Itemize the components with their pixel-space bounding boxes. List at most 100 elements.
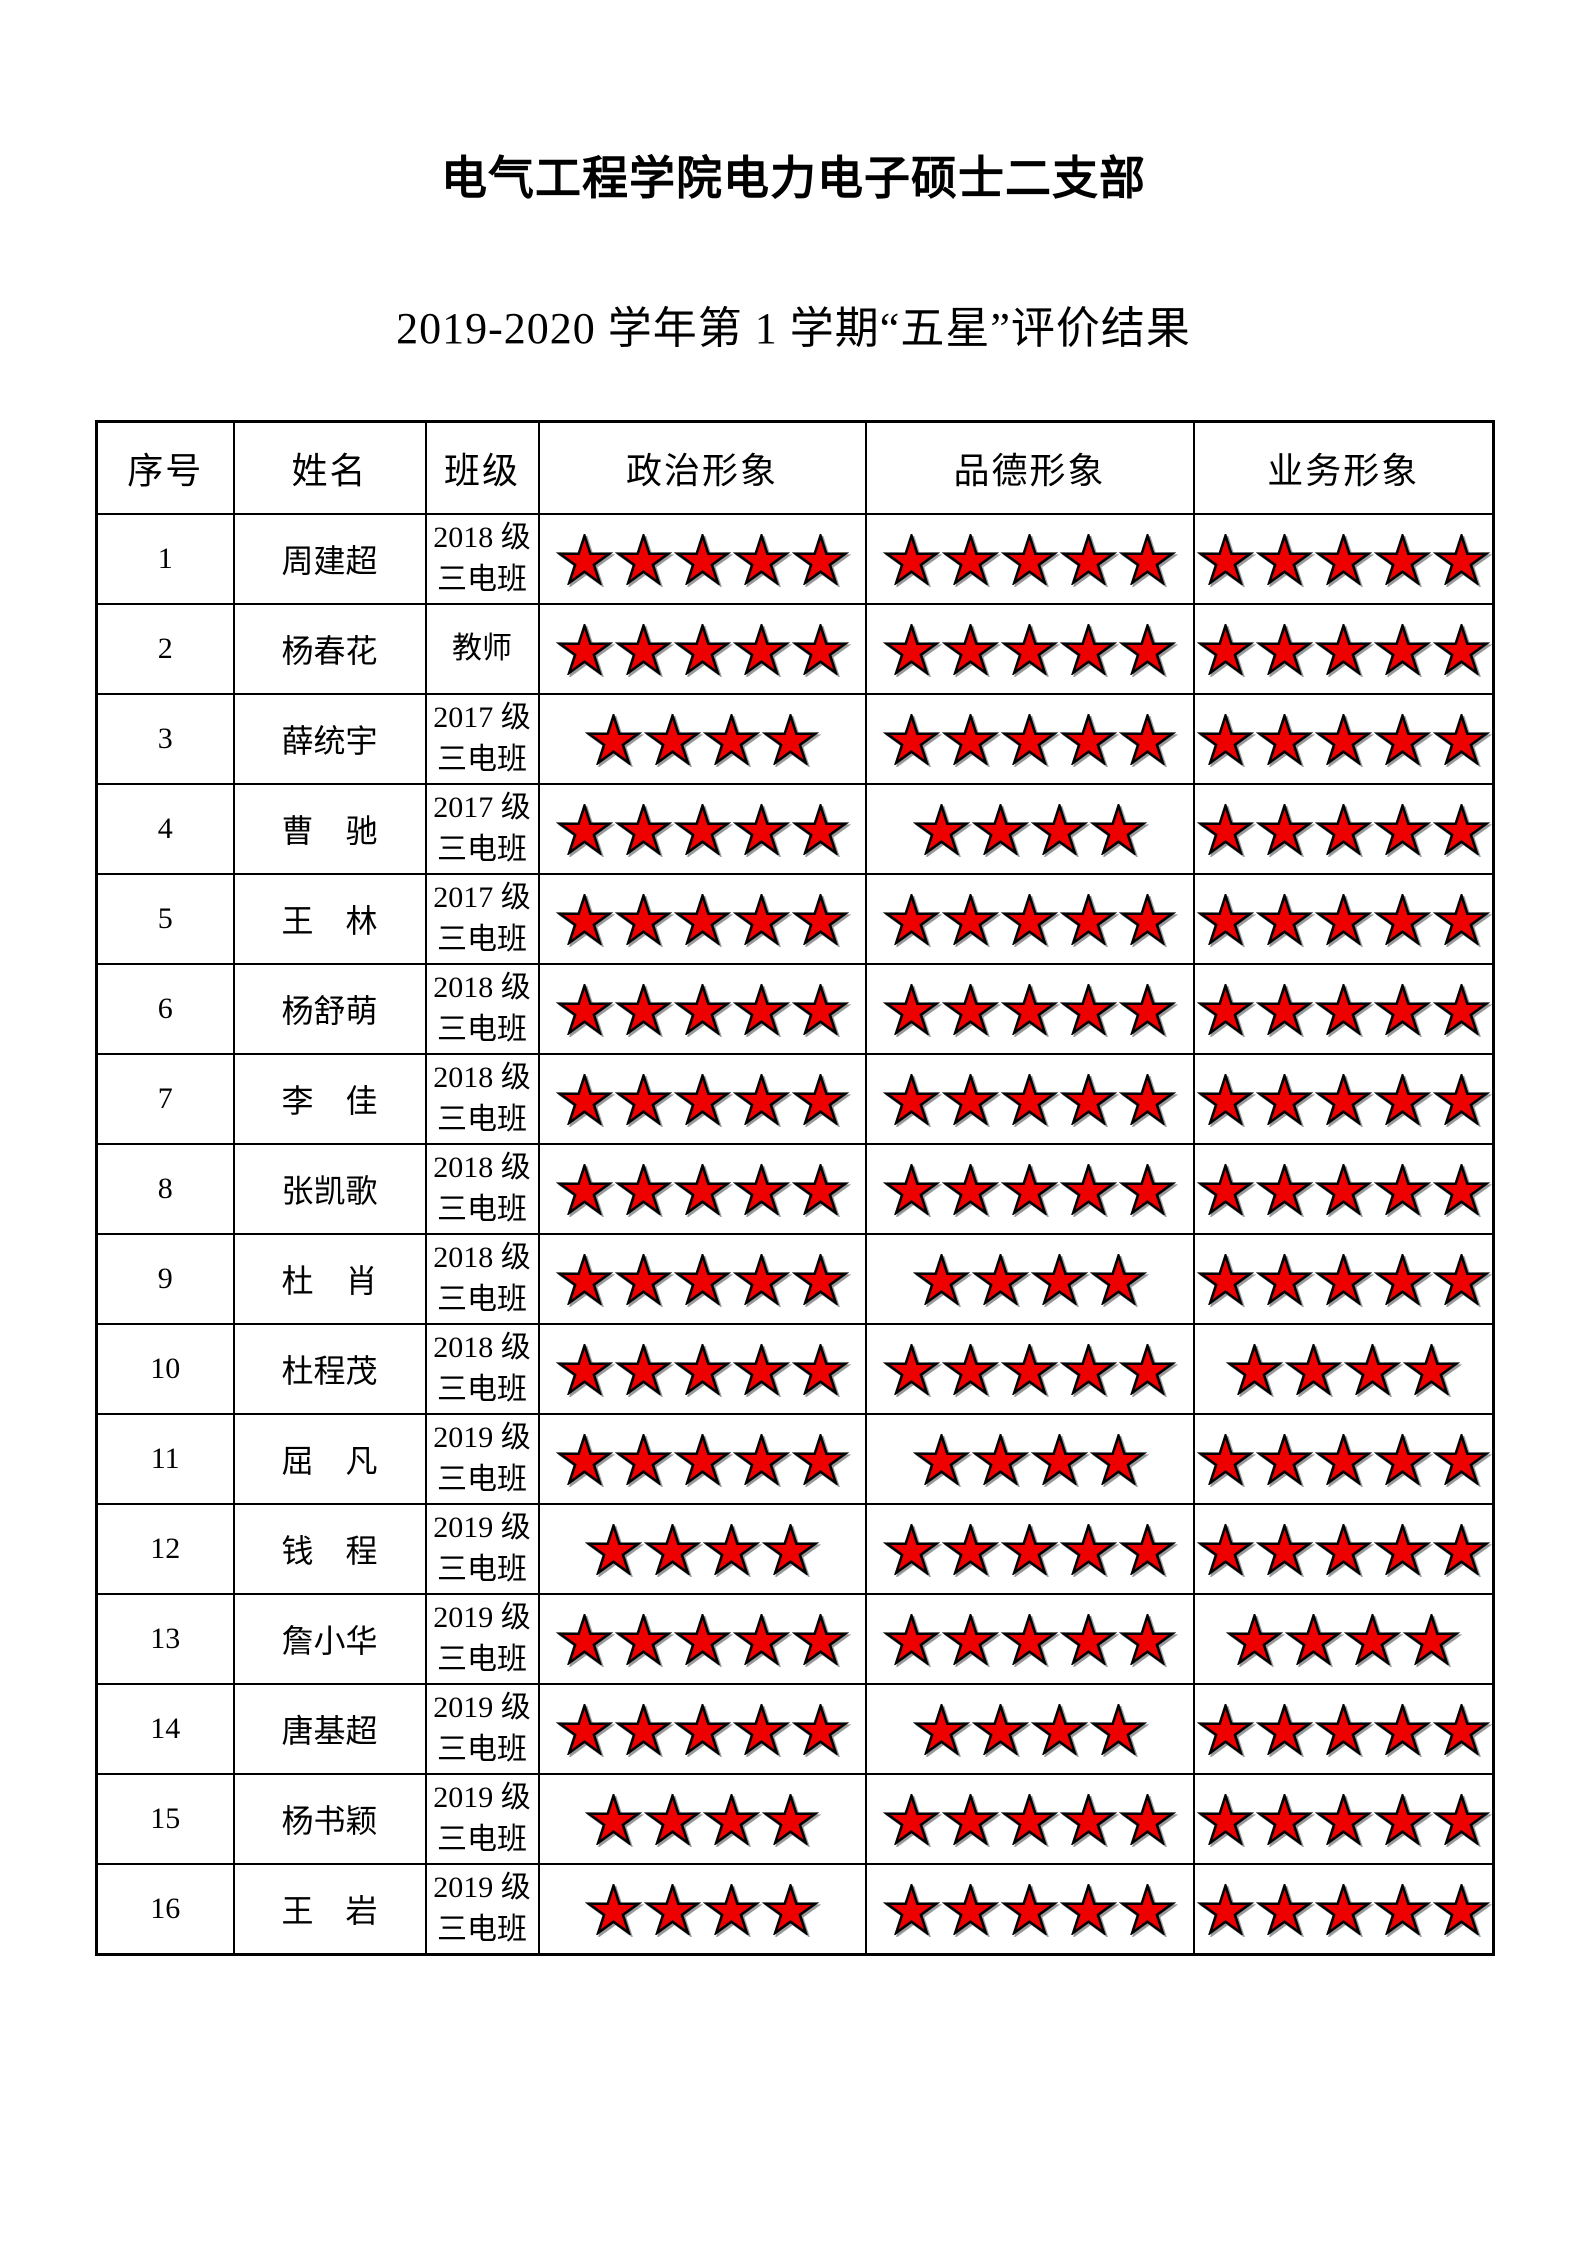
red-star-icon (1001, 533, 1058, 585)
political-stars-cell (537, 873, 867, 965)
red-star-icon (555, 1343, 613, 1395)
red-star-icon (1255, 1523, 1313, 1575)
class-cell: 教师 (424, 603, 540, 695)
professional-star-rating (1196, 1883, 1492, 1935)
red-star-icon (883, 1163, 940, 1215)
red-star-icon (1373, 623, 1431, 675)
red-star-icon (883, 983, 940, 1035)
red-star-icon (1060, 1523, 1117, 1575)
red-star-icon (912, 1433, 970, 1485)
professional-star-rating (1196, 983, 1492, 1035)
red-star-icon (1314, 1253, 1372, 1305)
index-cell: 4 (95, 783, 235, 875)
red-star-icon (555, 893, 613, 945)
red-star-icon (1314, 1523, 1372, 1575)
political-star-rating (541, 983, 864, 1035)
red-star-icon (1373, 1433, 1431, 1485)
political-star-rating (541, 1253, 864, 1305)
moral-star-rating (868, 1523, 1192, 1575)
red-star-icon (673, 1433, 731, 1485)
table-row: 10 杜程茂 2018 级三电班 (95, 1323, 1495, 1415)
political-star-rating (541, 1613, 864, 1665)
professional-stars-cell (1192, 1233, 1495, 1325)
professional-stars-cell (1192, 1323, 1495, 1415)
red-star-icon (1001, 1793, 1058, 1845)
red-star-icon (912, 803, 970, 855)
red-star-icon (1255, 803, 1313, 855)
professional-stars-cell (1192, 1773, 1495, 1865)
name-cell: 杜 肖 (232, 1233, 427, 1325)
table-row: 8 张凯歌 2018 级三电班 (95, 1143, 1495, 1235)
moral-stars-cell (864, 1323, 1195, 1415)
red-star-icon (1001, 983, 1058, 1035)
moral-stars-cell (864, 1143, 1195, 1235)
political-stars-cell (537, 693, 867, 785)
red-star-icon (555, 623, 613, 675)
red-star-icon (883, 533, 940, 585)
professional-star-rating (1196, 1253, 1492, 1305)
red-star-icon (555, 803, 613, 855)
header-name: 姓名 (232, 420, 427, 515)
red-star-icon (732, 893, 790, 945)
class-cell: 2018 级三电班 (424, 963, 540, 1055)
red-star-icon (1060, 1163, 1117, 1215)
name-cell: 杨春花 (232, 603, 427, 695)
red-star-icon (883, 623, 940, 675)
red-star-icon (614, 623, 672, 675)
red-star-icon (1196, 1433, 1254, 1485)
moral-star-rating (868, 1073, 1192, 1125)
red-star-icon (673, 623, 731, 675)
red-star-icon (1285, 1613, 1343, 1665)
red-star-icon (1255, 623, 1313, 675)
red-star-icon (883, 1523, 940, 1575)
moral-stars-cell (864, 1233, 1195, 1325)
red-star-icon (762, 713, 819, 765)
red-star-icon (585, 1523, 642, 1575)
political-stars-cell (537, 783, 867, 875)
red-star-icon (1432, 1793, 1490, 1845)
name-cell: 王 林 (232, 873, 427, 965)
moral-stars-cell (864, 1053, 1195, 1145)
red-star-icon (1196, 893, 1254, 945)
political-star-rating (541, 803, 864, 855)
red-star-icon (732, 1253, 790, 1305)
moral-stars-cell (864, 1863, 1195, 1956)
red-star-icon (883, 1073, 940, 1125)
name-cell: 张凯歌 (232, 1143, 427, 1235)
political-stars-cell (537, 1773, 867, 1865)
table-row: 11 屈 凡 2019 级三电班 (95, 1413, 1495, 1505)
moral-star-rating (868, 1703, 1192, 1755)
class-cell: 2017 级三电班 (424, 693, 540, 785)
red-star-icon (1001, 713, 1058, 765)
red-star-icon (732, 533, 790, 585)
professional-star-rating (1196, 1433, 1492, 1485)
red-star-icon (614, 1433, 672, 1485)
red-star-icon (703, 1793, 760, 1845)
index-cell: 1 (95, 513, 235, 605)
political-stars-cell (537, 1683, 867, 1775)
red-star-icon (1196, 1883, 1254, 1935)
red-star-icon (942, 1793, 999, 1845)
red-star-icon (1403, 1343, 1461, 1395)
red-star-icon (614, 1343, 672, 1395)
red-star-icon (644, 1883, 701, 1935)
red-star-icon (1196, 1163, 1254, 1215)
moral-star-rating (868, 983, 1192, 1035)
red-star-icon (912, 1253, 970, 1305)
red-star-icon (1344, 1343, 1402, 1395)
red-star-icon (942, 1163, 999, 1215)
table-row: 1 周建超 2018 级三电班 (95, 513, 1495, 605)
political-star-rating (541, 1163, 864, 1215)
red-star-icon (1314, 1793, 1372, 1845)
red-star-icon (703, 1523, 760, 1575)
red-star-icon (762, 1883, 819, 1935)
red-star-icon (1373, 713, 1431, 765)
red-star-icon (791, 1703, 849, 1755)
name-cell: 薛统宇 (232, 693, 427, 785)
moral-stars-cell (864, 783, 1195, 875)
professional-star-rating (1196, 623, 1492, 675)
red-star-icon (614, 1703, 672, 1755)
red-star-icon (1060, 1793, 1117, 1845)
moral-star-rating (868, 893, 1192, 945)
professional-star-rating (1196, 1613, 1492, 1665)
